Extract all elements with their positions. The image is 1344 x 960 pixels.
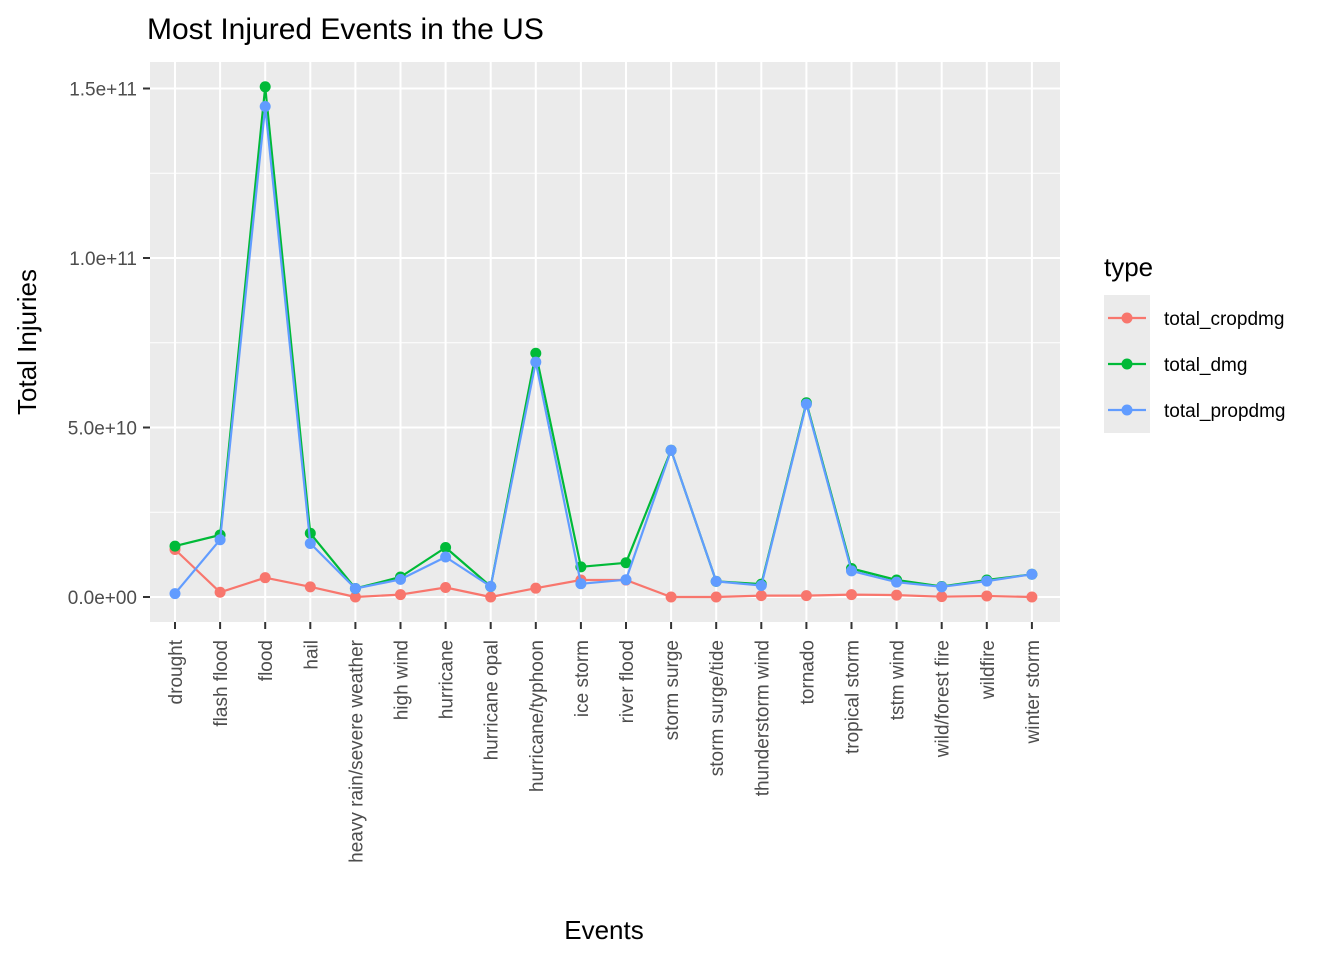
x-tick-label: hurricane opal — [482, 640, 503, 760]
series-line-total_cropdmg — [174, 548, 1032, 599]
x-tick-label: tropical storm — [843, 640, 864, 754]
x-tick-label: tornado — [797, 640, 818, 704]
data-point-total_cropdmg — [440, 582, 452, 594]
data-point-total_propdmg — [846, 565, 857, 577]
data-point-total_propdmg — [349, 583, 361, 595]
data-point-total_propdmg — [800, 398, 812, 410]
data-point-total_dmg — [440, 542, 452, 554]
series-line-total_dmg — [174, 85, 1033, 590]
series-layer — [169, 81, 1038, 603]
data-point-total_cropdmg — [936, 591, 948, 603]
x-tick-label: hurricane/typhoon — [527, 640, 548, 792]
data-point-total_cropdmg — [530, 582, 542, 594]
data-point-total_propdmg — [620, 574, 632, 586]
y-axis-title: Total Injuries — [12, 269, 42, 415]
legend-title: type — [1104, 252, 1153, 282]
data-point-total_propdmg — [259, 100, 271, 112]
x-axis-title: Events — [564, 915, 644, 945]
data-point-total_propdmg — [755, 579, 767, 591]
x-tick-label: storm surge — [662, 640, 683, 740]
data-point-total_propdmg — [936, 581, 948, 593]
data-point-total_propdmg — [304, 537, 316, 549]
x-tick-label: wild/forest fire — [933, 640, 954, 758]
legend: type total_cropdmg total_dmg total_propdmg — [1104, 252, 1285, 433]
y-tick-label: 1.0e+11 — [69, 249, 137, 270]
data-point-total_dmg — [259, 81, 271, 93]
legend-label-total_propdmg: total_propdmg — [1164, 401, 1285, 422]
data-point-total_propdmg — [665, 444, 677, 456]
data-point-total_cropdmg — [1026, 591, 1038, 603]
data-point-total_propdmg — [891, 576, 903, 588]
y-axis: 0.0e+00 5.0e+10 1.0e+11 1.5e+11 — [68, 80, 150, 609]
data-point-total_dmg — [169, 540, 181, 552]
legend-key-point — [1121, 312, 1133, 324]
data-point-total_propdmg — [1026, 568, 1038, 580]
data-point-total_cropdmg — [349, 591, 361, 603]
x-tick-label: ice storm — [572, 640, 593, 717]
x-tick-label: hail — [301, 640, 322, 670]
data-point-total_propdmg — [710, 575, 722, 587]
data-point-total_propdmg — [395, 573, 406, 585]
y-tick-label: 5.0e+10 — [68, 419, 137, 440]
data-point-total_cropdmg — [304, 581, 316, 593]
x-tick-label: wildfire — [978, 640, 999, 700]
data-point-total_propdmg — [485, 580, 497, 592]
legend-label-total_dmg: total_dmg — [1164, 355, 1247, 376]
data-point-total_propdmg — [981, 575, 993, 587]
data-point-total_propdmg — [440, 551, 452, 563]
data-point-total_cropdmg — [800, 590, 812, 602]
x-tick-label: storm surge/tide — [707, 640, 728, 776]
x-tick-label: flood — [256, 640, 277, 681]
x-axis: drought flash flood flood hail heavy rain/se… — [166, 622, 1044, 863]
data-point-total_cropdmg — [846, 589, 857, 601]
x-tick-label: flash flood — [211, 640, 232, 727]
series-total_propdmg — [169, 100, 1038, 600]
legend-key-point — [1121, 404, 1133, 416]
data-point-total_cropdmg — [395, 589, 406, 601]
data-point-total_propdmg — [530, 356, 542, 368]
y-tick-label: 0.0e+00 — [68, 588, 137, 609]
x-tick-label: hurricane — [437, 640, 458, 719]
x-tick-label: river flood — [617, 640, 638, 723]
data-point-total_propdmg — [575, 578, 587, 590]
x-tick-label: winter storm — [1023, 640, 1044, 744]
grid — [150, 62, 1060, 622]
data-point-total_cropdmg — [891, 589, 903, 601]
data-point-total_cropdmg — [981, 590, 993, 602]
legend-label-total_cropdmg: total_cropdmg — [1164, 309, 1284, 330]
x-tick-label: thunderstorm wind — [752, 640, 773, 796]
legend-key-point — [1121, 358, 1133, 370]
data-point-total_cropdmg — [259, 572, 271, 584]
data-point-total_dmg — [530, 347, 542, 359]
data-point-total_cropdmg — [755, 590, 767, 602]
x-tick-label: heavy rain/severe weather — [346, 639, 367, 863]
data-point-total_cropdmg — [665, 591, 677, 603]
data-point-total_propdmg — [169, 588, 181, 600]
data-point-total_cropdmg — [485, 591, 497, 603]
x-tick-label: tstm wind — [888, 640, 909, 720]
data-point-total_cropdmg — [214, 586, 226, 598]
chart-title: Most Injured Events in the US — [147, 13, 544, 46]
data-point-total_cropdmg — [710, 591, 722, 603]
data-point-total_dmg — [620, 557, 632, 569]
x-tick-label: drought — [166, 639, 187, 704]
series-line-total_propdmg — [174, 105, 1033, 595]
x-tick-label: high wind — [392, 640, 413, 720]
data-point-total_propdmg — [214, 534, 226, 546]
plot-panel — [150, 62, 1060, 622]
y-tick-label: 1.5e+11 — [69, 80, 137, 101]
